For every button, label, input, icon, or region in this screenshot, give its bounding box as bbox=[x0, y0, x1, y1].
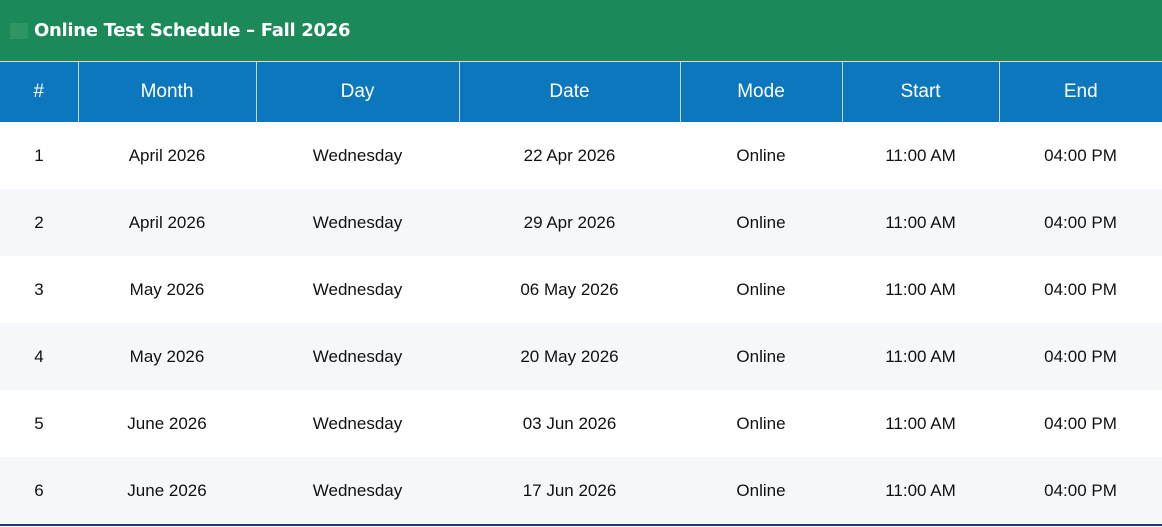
column-header-mode: Mode bbox=[679, 62, 842, 122]
cell-number: 5 bbox=[34, 413, 44, 433]
cell-mode: Online bbox=[680, 457, 842, 526]
title-bar: Online Test Schedule – Fall 2026 bbox=[0, 0, 1162, 62]
column-header-end: End bbox=[998, 62, 1162, 122]
cell-day: Wednesday bbox=[256, 323, 459, 390]
cell-end: 04:00 PM bbox=[1044, 145, 1117, 165]
table-row: 2 April 2026 Wednesday 29 Apr 2026 Online 11:… bbox=[0, 189, 1162, 256]
cell-start: 11:00 AM bbox=[842, 457, 999, 526]
table-row: 6 June 2026 Wednesday 17 Jun 2026 Online 11:0… bbox=[0, 457, 1162, 526]
cell-end: 04:00 PM bbox=[1044, 413, 1117, 433]
cell-end: 04:00 PM bbox=[999, 323, 1162, 390]
cell-mode: Online bbox=[680, 189, 842, 256]
cell-date: 22 Apr 2026 bbox=[523, 145, 616, 165]
cell-end: 04:00 PM bbox=[999, 189, 1162, 256]
cell-day: Wednesday bbox=[312, 145, 403, 165]
cell-start: 11:00 AM bbox=[885, 279, 956, 299]
column-header-date: Date bbox=[458, 62, 680, 122]
cell-start: 11:00 AM bbox=[842, 323, 999, 390]
cell-mode: Online bbox=[736, 413, 786, 433]
column-header-month: Month bbox=[77, 62, 256, 122]
cell-month: May 2026 bbox=[129, 279, 205, 299]
cell-mode: Online bbox=[680, 323, 842, 390]
cell-mode: Online bbox=[736, 145, 786, 165]
calendar-icon bbox=[10, 22, 28, 39]
cell-date: 20 May 2026 bbox=[459, 323, 680, 390]
cell-month: April 2026 bbox=[128, 145, 206, 165]
header-row: # Month Day Date Mode Start End bbox=[0, 62, 1162, 122]
cell-date: 29 Apr 2026 bbox=[459, 189, 680, 256]
cell-date: 06 May 2026 bbox=[520, 279, 619, 299]
table-row: 1 April 2026 Wednesday 22 Apr 2026 Online 11:… bbox=[0, 122, 1162, 189]
cell-month: June 2026 bbox=[78, 457, 256, 526]
cell-day: Wednesday bbox=[256, 457, 459, 526]
column-header-number: # bbox=[0, 62, 78, 122]
cell-start: 11:00 AM bbox=[885, 413, 956, 433]
cell-start: 11:00 AM bbox=[842, 189, 999, 256]
page-title: Online Test Schedule – Fall 2026 bbox=[34, 20, 351, 41]
cell-day: Wednesday bbox=[256, 189, 459, 256]
cell-day: Wednesday bbox=[312, 279, 403, 299]
table-row: 5 June 2026 Wednesday 03 Jun 2026 Online 11:0… bbox=[0, 390, 1162, 457]
schedule-table: # Month Day Date Mode Start End 1 April 2… bbox=[0, 62, 1162, 526]
cell-end: 04:00 PM bbox=[999, 457, 1162, 526]
table-row: 3 May 2026 Wednesday 06 May 2026 Online 11:00… bbox=[0, 256, 1162, 323]
cell-mode: Online bbox=[736, 279, 786, 299]
cell-date: 03 Jun 2026 bbox=[522, 413, 617, 433]
cell-number: 3 bbox=[34, 279, 44, 299]
cell-month: June 2026 bbox=[127, 413, 207, 433]
column-header-day: Day bbox=[255, 62, 459, 122]
cell-day: Wednesday bbox=[312, 413, 403, 433]
cell-number: 4 bbox=[0, 323, 78, 390]
cell-number: 1 bbox=[34, 145, 44, 165]
cell-date: 17 Jun 2026 bbox=[459, 457, 680, 526]
cell-number: 2 bbox=[0, 189, 78, 256]
cell-number: 6 bbox=[0, 457, 78, 526]
cell-start: 11:00 AM bbox=[885, 145, 956, 165]
cell-month: May 2026 bbox=[78, 323, 256, 390]
cell-end: 04:00 PM bbox=[1044, 279, 1117, 299]
cell-month: April 2026 bbox=[78, 189, 256, 256]
table-row: 4 May 2026 Wednesday 20 May 2026 Online 11:00… bbox=[0, 323, 1162, 390]
column-header-start: Start bbox=[841, 62, 999, 122]
